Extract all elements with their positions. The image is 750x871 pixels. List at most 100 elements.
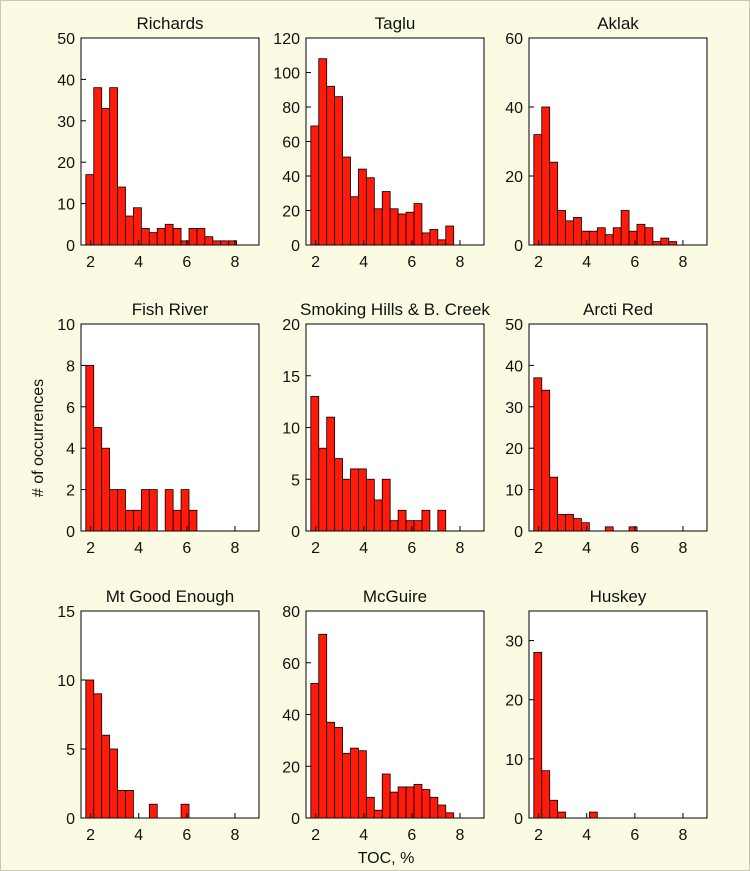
histogram-bar (588, 230, 598, 246)
histogram-panel: Arcti Red 0 10 20 30 40 50 2 4 6 8 (505, 300, 708, 557)
x-tick-label: 8 (230, 540, 239, 557)
histogram-bar (310, 683, 320, 819)
histogram-bar (342, 752, 351, 819)
histogram-bar (628, 526, 638, 532)
histogram-bar (389, 791, 399, 819)
y-tick-label: 0 (514, 524, 523, 541)
histogram-bar (220, 240, 230, 246)
histogram-bar (557, 811, 566, 819)
histogram-bar (196, 228, 206, 246)
histogram-bar (172, 228, 182, 246)
histogram-bar (117, 489, 126, 532)
histogram-bar (533, 377, 543, 532)
histogram-bar (573, 518, 582, 532)
histogram-bar (85, 679, 95, 819)
x-tick-label: 4 (359, 827, 368, 844)
histogram-bar (125, 215, 134, 246)
histogram-bar (109, 748, 118, 819)
x-tick-label: 4 (582, 540, 591, 557)
y-tick-label: 30 (57, 114, 75, 131)
histogram-panel: Huskey 0 10 20 30 2 4 6 8 (505, 587, 708, 844)
histogram-bar (565, 514, 574, 532)
histogram-bar (156, 228, 166, 246)
x-tick-label: 8 (455, 827, 464, 844)
histogram-bar (397, 213, 407, 246)
histogram-bar (413, 203, 423, 246)
y-tick-label: 20 (282, 759, 300, 776)
x-tick-label: 6 (630, 540, 639, 557)
y-tick-label: 120 (273, 31, 300, 48)
histogram-bar (326, 85, 336, 246)
y-tick-label: 8 (66, 358, 75, 375)
histogram-bar (604, 234, 614, 246)
y-tick-label: 50 (57, 31, 75, 48)
plot-area (528, 323, 708, 532)
y-tick-label: 20 (57, 155, 75, 172)
x-tick-label: 2 (86, 254, 95, 271)
panel-title: Mt Good Enough (106, 587, 235, 606)
y-tick-label: 40 (282, 169, 300, 186)
histogram-bar (405, 520, 415, 532)
y-tick-label: 15 (57, 604, 75, 621)
histogram-bar (326, 416, 336, 532)
y-tick-label: 100 (273, 66, 300, 83)
x-tick-label: 2 (311, 540, 320, 557)
x-tick-label: 4 (359, 540, 368, 557)
histogram-bar (101, 734, 111, 819)
x-tick-label: 4 (359, 254, 368, 271)
x-tick-label: 6 (182, 827, 191, 844)
histogram-bar (644, 227, 654, 246)
y-tick-label: 0 (291, 524, 300, 541)
x-tick-label: 2 (534, 254, 543, 271)
histogram-bar (148, 489, 158, 532)
y-tick-label: 40 (57, 72, 75, 89)
histogram-bar (389, 520, 399, 532)
histogram-bar (365, 796, 375, 819)
histogram-bar (133, 509, 142, 532)
histogram-bar (172, 509, 182, 532)
histogram-bar (565, 220, 574, 246)
histogram-bar (549, 799, 559, 819)
histogram-bar (212, 240, 222, 246)
histogram-bar (421, 789, 431, 819)
histogram-bar (373, 499, 383, 532)
histogram-bar (373, 208, 383, 246)
histogram-bar (85, 174, 95, 246)
histogram-bar (109, 87, 118, 246)
histogram-bar (148, 803, 158, 819)
y-tick-label: 2 (66, 483, 75, 500)
histogram-bar (93, 427, 103, 532)
histogram-bar (140, 228, 150, 246)
histogram-bar (188, 509, 198, 532)
y-tick-label: 30 (505, 400, 523, 417)
y-tick-label: 30 (505, 634, 523, 651)
histogram-bar (310, 396, 320, 532)
histogram-bar (541, 770, 551, 819)
x-tick-label: 8 (455, 540, 464, 557)
histogram-panel: Taglu 0 20 40 60 80 100 120 2 4 6 8 (273, 14, 485, 271)
histogram-bar (533, 652, 543, 819)
histogram-bar (318, 58, 328, 246)
x-tick-label: 2 (311, 254, 320, 271)
histogram-bar (581, 522, 590, 532)
x-tick-label: 4 (582, 827, 591, 844)
x-tick-label: 2 (534, 827, 543, 844)
y-tick-label: 60 (505, 31, 523, 48)
histogram-bar (421, 509, 431, 532)
histogram-bar (381, 773, 391, 819)
y-tick-label: 40 (505, 358, 523, 375)
x-tick-label: 6 (407, 827, 416, 844)
histogram-bar (620, 210, 630, 246)
y-tick-label: 40 (505, 100, 523, 117)
y-tick-label: 10 (57, 673, 75, 690)
x-tick-label: 8 (230, 827, 239, 844)
y-tick-label: 0 (66, 524, 75, 541)
y-tick-label: 50 (505, 317, 523, 334)
histogram-bar (318, 633, 328, 819)
histogram-bar (429, 796, 439, 819)
histogram-bar (557, 514, 566, 532)
histogram-bar (334, 727, 343, 819)
histogram-bar (549, 476, 559, 532)
